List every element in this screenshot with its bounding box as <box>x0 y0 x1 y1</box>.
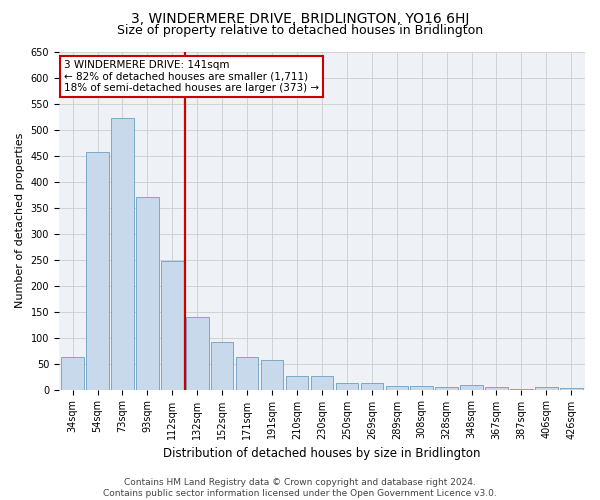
Bar <box>560 388 583 390</box>
Bar <box>361 383 383 390</box>
Bar <box>436 388 458 390</box>
Bar <box>111 118 134 390</box>
Bar <box>485 388 508 390</box>
Bar <box>510 388 533 390</box>
Text: Size of property relative to detached houses in Bridlington: Size of property relative to detached ho… <box>117 24 483 37</box>
Y-axis label: Number of detached properties: Number of detached properties <box>15 133 25 308</box>
Bar <box>186 317 209 390</box>
Bar <box>236 358 259 390</box>
Bar <box>386 386 408 390</box>
Bar <box>211 342 233 390</box>
X-axis label: Distribution of detached houses by size in Bridlington: Distribution of detached houses by size … <box>163 447 481 460</box>
Bar <box>286 376 308 390</box>
Text: 3, WINDERMERE DRIVE, BRIDLINGTON, YO16 6HJ: 3, WINDERMERE DRIVE, BRIDLINGTON, YO16 6… <box>131 12 469 26</box>
Bar <box>61 358 84 390</box>
Bar <box>261 360 283 390</box>
Bar <box>410 386 433 390</box>
Bar <box>335 384 358 390</box>
Text: 3 WINDERMERE DRIVE: 141sqm
← 82% of detached houses are smaller (1,711)
18% of s: 3 WINDERMERE DRIVE: 141sqm ← 82% of deta… <box>64 60 319 93</box>
Bar <box>311 376 333 390</box>
Bar <box>86 152 109 390</box>
Bar <box>161 260 184 390</box>
Bar <box>535 387 557 390</box>
Text: Contains HM Land Registry data © Crown copyright and database right 2024.
Contai: Contains HM Land Registry data © Crown c… <box>103 478 497 498</box>
Bar <box>460 385 483 390</box>
Bar <box>136 197 158 390</box>
